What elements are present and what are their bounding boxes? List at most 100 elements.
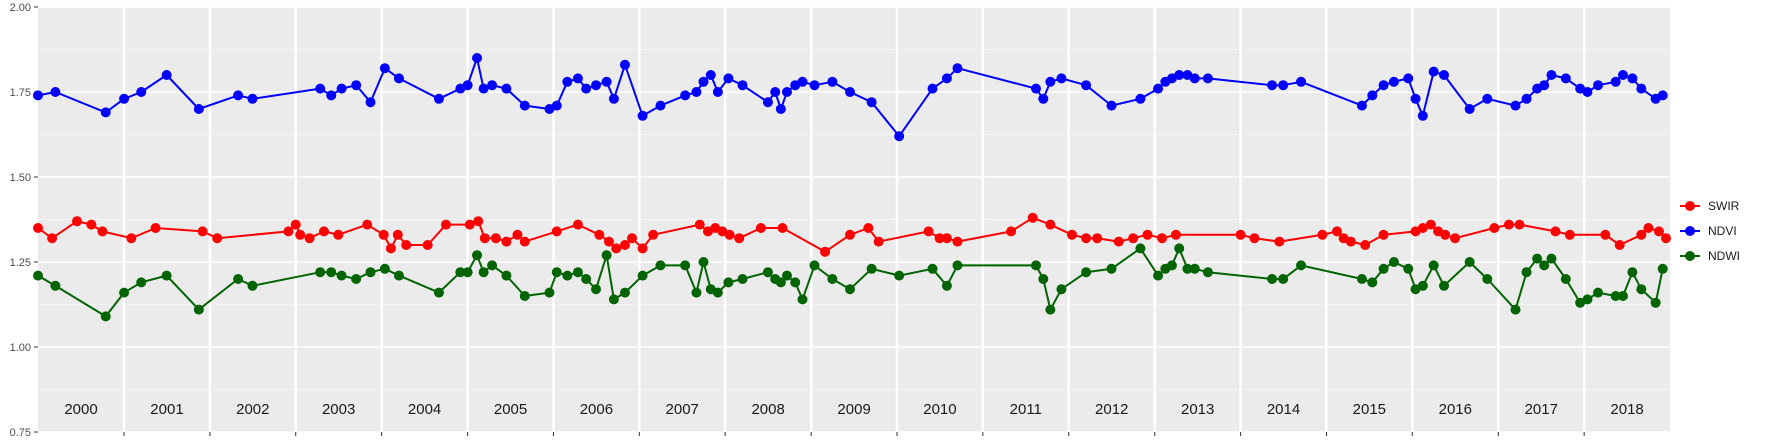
data-point-swir [519,236,530,247]
data-point-ndvi [608,93,619,104]
y-tick-label: 1.00 [10,342,31,354]
data-point-ndwi [1106,263,1117,274]
data-point-ndwi [1056,284,1067,295]
data-point-ndwi [1182,263,1193,274]
year-label: 2016 [1439,401,1472,418]
data-point-ndvi [797,76,808,87]
data-point-swir [619,240,630,250]
data-point-ndvi [1582,87,1593,97]
data-point-ndvi [762,97,773,108]
data-point-swir [1564,229,1575,240]
data-point-swir [1142,229,1153,240]
data-point-ndwi [1521,267,1532,278]
data-point-ndvi [462,80,473,91]
data-point-ndvi [775,104,786,114]
data-point-swir [33,223,43,233]
data-point-swir [150,223,161,233]
data-point-swir [422,240,433,250]
data-point-ndvi [655,100,666,111]
data-point-ndwi [544,287,555,298]
data-point-swir [362,219,373,230]
data-point-ndwi [1657,263,1668,274]
data-point-swir [934,233,945,244]
data-point-swir [295,229,306,240]
data-point-swir [734,233,745,244]
data-point-ndwi [1582,294,1593,305]
data-point-swir [392,229,403,240]
data-point-ndvi [351,80,362,91]
data-point-swir [1274,236,1285,247]
data-point-ndwi [1428,260,1439,271]
data-point-ndvi [1174,70,1185,80]
data-point-swir [378,229,389,240]
data-point-ndvi [1056,73,1067,84]
data-point-ndwi [797,294,808,305]
data-point-ndwi [551,267,562,278]
data-point-ndwi [247,280,258,291]
legend-label: NDWI [1708,249,1740,263]
data-point-swir [1345,236,1356,247]
data-point-ndwi [1610,291,1621,301]
data-point-ndwi [712,287,723,298]
data-point-ndvi [519,100,530,111]
data-point-swir [283,226,294,237]
data-point-ndwi [136,277,147,288]
data-point-ndwi [33,270,43,281]
data-point-ndvi [827,76,838,87]
data-point-ndwi [1174,243,1185,254]
data-point-ndwi [866,263,877,274]
data-point-ndwi [1546,253,1557,264]
data-point-ndvi [1031,83,1042,94]
data-point-ndwi [775,277,786,288]
data-point-ndwi [927,263,938,274]
data-point-ndvi [723,73,734,84]
data-point-ndwi [941,280,952,291]
data-point-ndwi [161,270,172,281]
data-point-swir [1440,229,1451,240]
data-point-swir [845,229,856,240]
data-point-ndvi [637,110,648,121]
data-point-ndvi [336,83,347,94]
data-point-swir [385,243,396,254]
data-point-ndvi [100,107,111,118]
data-point-swir [594,229,605,240]
series-ndwi [33,243,1668,322]
data-point-ndvi [1267,80,1278,91]
year-label: 2001 [150,401,183,418]
data-point-swir [863,223,874,233]
data-point-ndvi [551,100,562,111]
data-point-ndwi [433,287,444,298]
data-point-ndvi [50,87,61,97]
data-point-ndwi [1278,274,1289,284]
year-label: 2013 [1181,401,1214,418]
data-point-ndwi [1153,270,1164,281]
data-point-ndvi [581,83,592,94]
data-point-ndwi [100,311,111,322]
data-point-ndwi [1267,274,1278,284]
data-point-swir [724,229,735,240]
year-label: 2012 [1095,401,1128,418]
data-point-swir [333,229,344,240]
data-point-swir [464,219,475,230]
data-point-ndwi [1189,263,1200,274]
data-point-ndwi [691,287,702,298]
data-point-ndvi [770,87,781,97]
year-label: 2017 [1525,401,1558,418]
data-point-ndvi [1610,76,1621,87]
data-point-ndvi [1593,80,1604,91]
data-point-swir [1006,226,1017,237]
data-point-ndvi [866,97,877,108]
data-point-ndvi [737,80,748,91]
data-point-ndvi [1378,80,1389,91]
y-tick-label: 1.50 [10,172,31,184]
data-point-ndvi [591,80,602,91]
data-point-swir [1514,219,1525,230]
data-point-swir [1417,223,1428,233]
data-point-ndwi [1636,284,1647,295]
data-point-ndwi [790,277,801,288]
data-point-ndwi [1464,257,1475,267]
y-axis: 0.75 1.00 1.25 1.50 1.75 2.00 [10,2,38,439]
data-point-swir [1489,223,1500,233]
data-point-ndvi [1153,83,1164,94]
data-point-ndwi [1532,253,1543,264]
